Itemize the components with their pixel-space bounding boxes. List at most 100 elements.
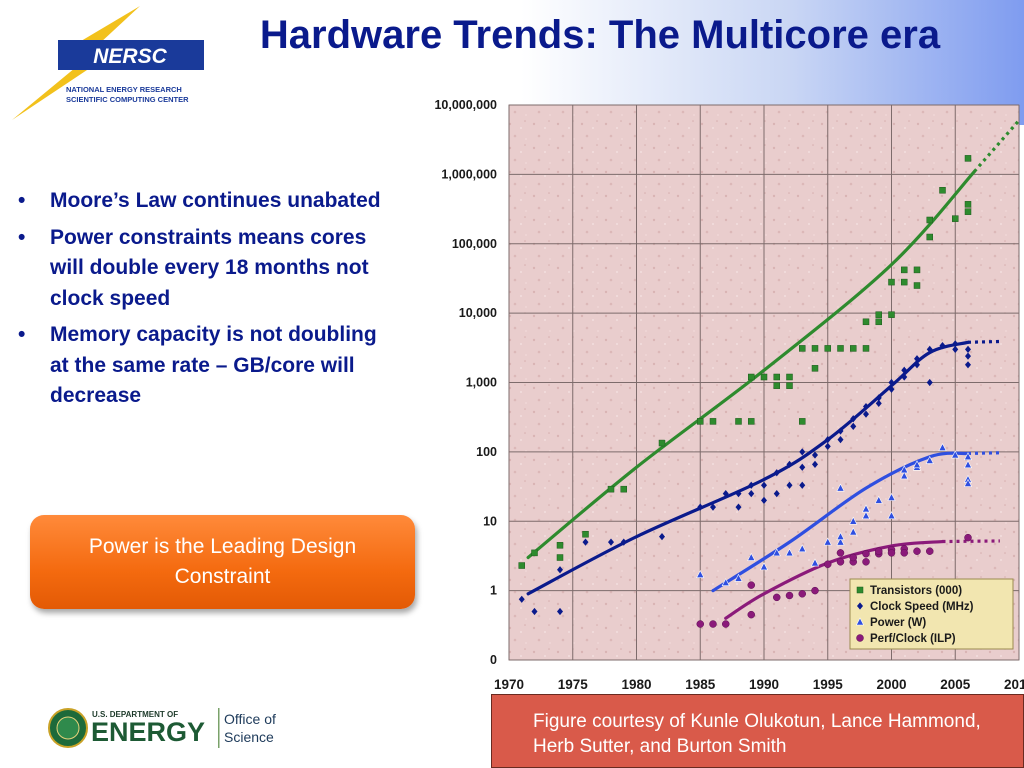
- x-tick-label: 1970: [494, 677, 524, 692]
- clock-speed-mhz-point: [888, 378, 895, 387]
- clock-speed-mhz-point: [850, 422, 857, 430]
- legend-label: Transistors (000): [870, 585, 962, 597]
- power-w-point: [925, 455, 934, 464]
- doe-line-top: U.S. DEPARTMENT OF: [92, 710, 178, 719]
- x-tick-label: 1980: [621, 677, 651, 692]
- bullet-dot-icon: •: [18, 323, 26, 346]
- clock-speed-mhz-point: [799, 448, 806, 456]
- bullet-text: Power constraints means cores will doubl…: [50, 225, 369, 310]
- transistors-000-point: [901, 266, 908, 274]
- perf-clock-ilp-point: [747, 581, 755, 589]
- power-w-point: [963, 460, 973, 469]
- power-w-point: [734, 573, 743, 582]
- perf-clock-ilp-point: [887, 549, 896, 557]
- clock-speed-mhz-point: [735, 490, 742, 498]
- transistors-000-point: [875, 318, 882, 326]
- power-w-point: [874, 495, 883, 504]
- x-tick-label: 2005: [940, 677, 971, 692]
- clock-speed-mhz-point: [926, 345, 933, 353]
- clock-speed-mhz-point: [939, 342, 946, 350]
- power-w-point: [747, 552, 756, 561]
- clock-speed-mhz-point: [863, 402, 869, 411]
- doe-office-line-1: Office of: [224, 711, 276, 727]
- perf-clock-ilp-point: [900, 549, 908, 557]
- transistors-000-point: [748, 418, 755, 425]
- transistors-000-point: [658, 439, 666, 447]
- clock-speed-mhz-point: [799, 481, 806, 489]
- transistors-000-point: [926, 233, 933, 241]
- x-tick-label: 1990: [749, 677, 779, 692]
- hardware-trends-chart: 0 1 10 100 1,000 10,000 100,000 1,000,000 10,000…: [434, 98, 1024, 692]
- bullet-item: • Power constraints means cores will doub…: [14, 223, 394, 315]
- power-w-point: [849, 527, 858, 536]
- x-tick-label: 2010: [1004, 677, 1024, 692]
- header-gradient-background: [250, 0, 1024, 125]
- transistors-000-point: [862, 345, 870, 352]
- clock-speed-mhz-point: [812, 460, 818, 468]
- transistors-000-trend-line: [526, 169, 976, 560]
- callout-box: Power is the Leading Design Constraint: [30, 515, 415, 609]
- clock-speed-mhz-point: [557, 566, 563, 574]
- power-w-point: [849, 516, 858, 525]
- nersc-logo-line-2: SCIENTIFIC COMPUTING CENTER: [66, 95, 189, 104]
- transistors-000-point: [837, 345, 844, 352]
- power-w-point: [836, 537, 845, 546]
- y-tick-label: 10,000,000: [434, 98, 497, 112]
- perf-clock-ilp-point: [875, 547, 883, 555]
- transistors-000-point: [964, 201, 972, 208]
- power-w-point: [951, 450, 960, 459]
- perf-clock-ilp-trend-extension: [942, 539, 1000, 544]
- clock-speed-mhz-point: [901, 373, 908, 381]
- bullet-text: Memory capacity is not doubling at the s…: [50, 323, 377, 407]
- transistors-000-point: [556, 542, 564, 549]
- y-tick-label: 1,000: [466, 376, 497, 390]
- transistors-000-point: [862, 318, 870, 326]
- perf-clock-ilp-point: [747, 610, 755, 619]
- perf-clock-ilp-point: [722, 620, 730, 628]
- x-tick-label: 1995: [813, 677, 844, 692]
- transistors-000-point: [760, 373, 768, 381]
- power-w-point: [696, 569, 705, 578]
- transistors-000-point: [850, 345, 857, 352]
- power-w-point: [900, 465, 909, 474]
- perf-clock-ilp-point: [964, 533, 972, 542]
- figure-credit-box: Figure courtesy of Kunle Olukotun, Lance…: [491, 694, 1024, 768]
- transistors-000-point: [799, 418, 806, 425]
- transistors-000-point: [620, 485, 627, 493]
- clock-speed-mhz-point: [786, 460, 793, 468]
- transistors-000-legend-swatch: [856, 586, 864, 594]
- clock-speed-mhz-point: [710, 503, 716, 511]
- y-tick-label: 100,000: [452, 237, 497, 251]
- clock-speed-mhz-point: [531, 607, 538, 616]
- power-w-point: [759, 562, 769, 571]
- y-tick-label: 10,000: [459, 306, 497, 320]
- power-w-point: [823, 537, 832, 546]
- transistors-000-point: [735, 418, 742, 425]
- nersc-logo: NERSC NATIONAL ENERGY RESEARCH SCIENTIFI…: [12, 6, 204, 120]
- chart-legend: [849, 578, 1014, 650]
- transistors-000-point: [901, 278, 908, 286]
- transistors-000-point: [582, 530, 589, 538]
- transistors-000-point: [926, 216, 933, 224]
- power-w-point: [887, 511, 896, 520]
- clock-speed-mhz-point: [773, 490, 780, 498]
- clock-speed-mhz-point: [926, 378, 933, 387]
- clock-speed-mhz-trend-extension: [967, 339, 1000, 344]
- transistors-000-point: [786, 382, 793, 389]
- power-w-point: [900, 471, 909, 480]
- clock-speed-mhz-point: [761, 481, 767, 489]
- clock-speed-mhz-point: [659, 533, 665, 541]
- perf-clock-ilp-point: [926, 547, 934, 555]
- legend-label: Power (W): [870, 617, 926, 629]
- clock-speed-mhz-point: [952, 345, 959, 353]
- perf-clock-ilp-point: [824, 560, 832, 568]
- transistors-000-point: [952, 215, 959, 222]
- perf-clock-ilp-point: [773, 593, 781, 602]
- bullet-list: • Moore’s Law continues unabated • Power c…: [14, 186, 394, 418]
- transistors-000-point: [773, 382, 780, 389]
- transistors-000-point: [875, 311, 882, 318]
- transistors-000-point: [799, 345, 806, 352]
- clock-speed-mhz-point: [914, 355, 920, 363]
- power-w-point: [798, 544, 807, 553]
- clock-speed-mhz-point: [965, 352, 971, 360]
